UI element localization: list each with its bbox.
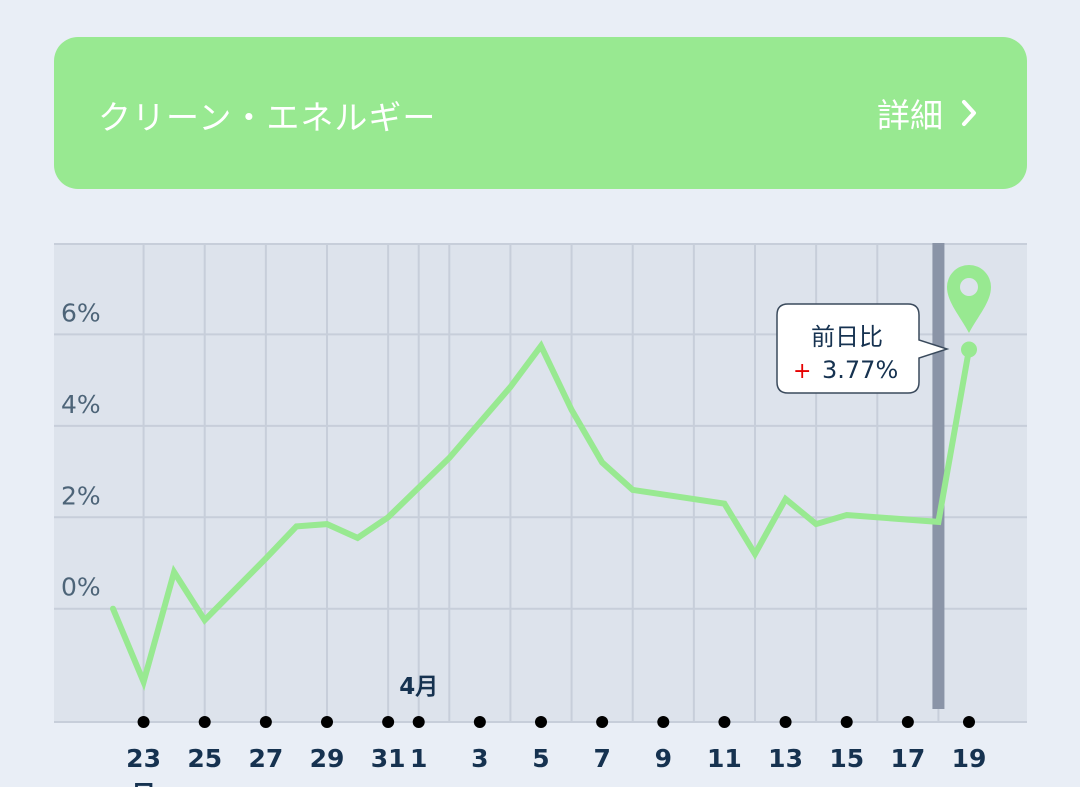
detail-link[interactable]: 詳細 xyxy=(877,89,977,137)
y-tick-label: 0% xyxy=(61,573,101,602)
x-tick-dot xyxy=(963,716,975,728)
month-label: 4月 xyxy=(399,674,438,700)
x-tick-dot xyxy=(259,716,272,728)
x-month-sublabel: 日 xyxy=(131,780,156,787)
x-tick-label: 29 xyxy=(310,744,345,773)
x-tick-dot xyxy=(198,716,211,728)
x-tick-label: 19 xyxy=(952,744,987,773)
y-tick-label: 2% xyxy=(61,481,101,510)
x-tick-dot xyxy=(901,716,914,728)
x-tick-label: 23 xyxy=(126,744,161,773)
detail-label: 詳細 xyxy=(877,96,943,135)
callout-title: 前日比 xyxy=(811,323,883,351)
callout-sign: + xyxy=(793,359,811,384)
x-tick-dot xyxy=(596,716,609,728)
chevron-right-icon xyxy=(961,99,977,127)
callout-box xyxy=(776,303,950,394)
location-pin-icon xyxy=(947,265,991,333)
x-tick-label: 17 xyxy=(890,744,925,773)
callout-value: 3.77% xyxy=(822,356,898,384)
y-tick-label: 4% xyxy=(61,390,101,419)
x-tick-dot xyxy=(382,716,395,728)
location-pin-hole xyxy=(960,278,978,296)
category-title: クリーン・エネルギー xyxy=(98,98,437,137)
x-tick-label: 31 xyxy=(371,744,406,773)
x-tick-label: 5 xyxy=(532,744,549,773)
x-tick-label: 27 xyxy=(248,744,283,773)
highlight-bar xyxy=(932,243,945,709)
x-tick-dot xyxy=(718,716,731,728)
x-tick-label: 3 xyxy=(471,744,488,773)
x-tick-label: 25 xyxy=(187,744,222,773)
x-tick-dot xyxy=(137,716,150,728)
x-tick-label: 7 xyxy=(593,744,610,773)
x-tick-label: 13 xyxy=(768,744,803,773)
x-tick-label: 15 xyxy=(829,744,864,773)
x-tick-label: 1 xyxy=(410,744,427,773)
x-tick-dot xyxy=(412,716,425,728)
data-point-latest xyxy=(961,341,977,358)
y-tick-label: 6% xyxy=(61,298,101,327)
x-tick-label: 11 xyxy=(707,744,742,773)
series-line xyxy=(110,340,972,692)
x-tick-dot xyxy=(473,716,486,728)
category-header: クリーン・エネルギー 詳細 xyxy=(54,37,1027,189)
x-tick-dot xyxy=(321,716,333,728)
x-tick-dot xyxy=(840,716,853,728)
x-tick-dot xyxy=(657,716,670,728)
x-tick-label: 9 xyxy=(655,744,672,773)
x-tick-dot xyxy=(535,716,547,728)
x-tick-dot xyxy=(779,716,792,728)
